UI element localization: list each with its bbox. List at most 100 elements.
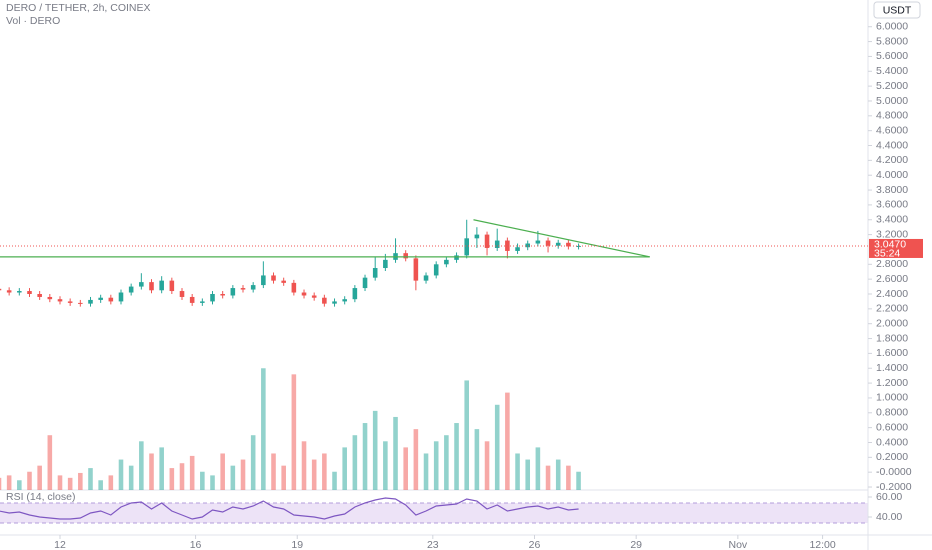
y-tick-label: 3.2000: [876, 228, 908, 240]
volume-bar: [464, 380, 469, 490]
candle-body: [78, 302, 83, 304]
volume-bar: [484, 441, 490, 490]
volume-bar: [322, 453, 327, 490]
volume-bar: [139, 441, 144, 490]
volume-bar: [6, 475, 12, 490]
volume-bar: [362, 423, 368, 490]
volume-bar: [311, 459, 317, 490]
candle-body: [240, 288, 246, 290]
y-tick-label: 4.4000: [876, 139, 908, 151]
volume-bar: [169, 468, 175, 490]
candle-body: [67, 301, 73, 303]
volume-bar: [47, 435, 53, 490]
candle-body: [322, 297, 327, 304]
x-tick-label: 23: [427, 539, 439, 550]
y-tick-label: 3.8000: [876, 184, 908, 196]
x-tick-label: 12: [54, 539, 66, 550]
volume-bar: [210, 475, 215, 490]
x-tick-label: 26: [529, 539, 541, 550]
candle-body: [545, 240, 551, 246]
y-tick-label: -0.2000: [876, 481, 912, 493]
volume-bar: [67, 477, 73, 490]
volume-bar: [37, 465, 42, 490]
candle-body: [0, 288, 2, 291]
candle-body: [474, 234, 480, 239]
candle-body: [271, 275, 276, 281]
candle-body: [566, 242, 571, 247]
x-tick-label: 12:00: [809, 539, 835, 550]
volume-bar: [383, 441, 388, 490]
volume-bar: [342, 447, 347, 490]
volume-bar: [515, 453, 520, 490]
y-tick-label: 3.6000: [876, 199, 908, 211]
candle-body: [403, 253, 408, 259]
volume-bar: [301, 441, 307, 490]
plot: [0, 219, 868, 520]
y-tick-label: 5.2000: [876, 80, 908, 92]
candle-body: [37, 294, 42, 297]
x-tick-label: 16: [190, 539, 202, 550]
volume-bar: [189, 455, 195, 490]
volume-bar: [128, 465, 134, 490]
volume-bar: [240, 459, 246, 490]
volume-bar: [494, 404, 500, 490]
y-tick-label: 2.2000: [876, 303, 908, 315]
volume-bar: [149, 453, 154, 490]
candle-body: [169, 280, 175, 292]
volume-bar: [27, 471, 32, 490]
volume-bar: [474, 429, 480, 490]
trendline: [473, 219, 650, 258]
y-tick-label: 3.4000: [876, 214, 908, 226]
candle-body: [525, 243, 531, 248]
volume-bar: [423, 453, 429, 490]
candle-body: [139, 282, 144, 287]
candle-body: [6, 290, 12, 293]
candle-body: [515, 247, 520, 251]
candle-body: [342, 299, 347, 302]
candle-body: [179, 291, 185, 297]
candle-body: [128, 286, 134, 293]
candle-body: [189, 296, 195, 303]
candle-body: [291, 282, 297, 293]
volume-bar: [576, 471, 581, 490]
candle-body: [149, 282, 154, 291]
volume-bar: [17, 480, 22, 490]
x-tick-label: 29: [630, 539, 642, 550]
volume-bar: [444, 435, 449, 490]
y-tick-label: 4.0000: [876, 169, 908, 181]
volume-bar: [250, 435, 256, 490]
y-tick-label: 4.2000: [876, 154, 908, 166]
volume-bar: [108, 475, 114, 490]
x-tick-label: 19: [291, 539, 303, 550]
candle-body: [47, 296, 53, 300]
y-tick-label: 1.2000: [876, 377, 908, 389]
candle-body: [311, 295, 317, 298]
y-tick-label: 4.8000: [876, 110, 908, 122]
volume-bar: [454, 423, 459, 490]
candle-body: [535, 240, 541, 244]
candle-body: [261, 275, 266, 286]
volume-bar: [261, 368, 266, 490]
candle-body: [484, 234, 490, 248]
volume-bar: [118, 459, 124, 490]
volume-bar: [281, 465, 286, 490]
candle-body: [200, 301, 205, 303]
currency-button[interactable]: [873, 1, 921, 19]
candle-body: [118, 292, 124, 302]
candle-body: [362, 277, 368, 289]
y-tick-label: 4.6000: [876, 124, 908, 136]
candle-body: [423, 275, 429, 281]
candle-body: [88, 299, 93, 304]
y-tick-label: 2.6000: [876, 273, 908, 285]
volume-bar: [535, 447, 541, 490]
currency[interactable]: USDT: [883, 4, 912, 16]
candle-body: [210, 294, 215, 302]
candle-body: [494, 240, 500, 248]
volume-bar: [179, 463, 185, 490]
y-tick-label: 6.0000: [876, 21, 908, 33]
volume-bar: [566, 465, 571, 490]
candle-body: [98, 297, 103, 300]
volume-bar: [271, 453, 276, 490]
y-tick-label: 5.6000: [876, 50, 908, 62]
